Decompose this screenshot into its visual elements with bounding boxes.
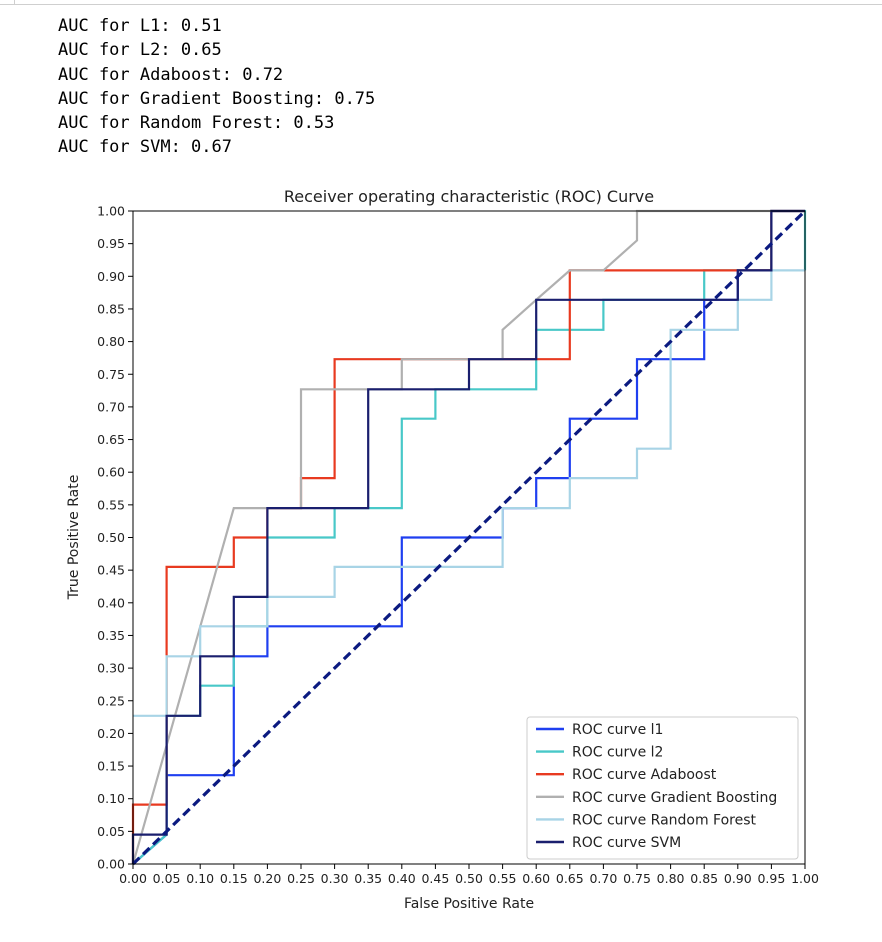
chart-title: Receiver operating characteristic (ROC) … [284, 187, 654, 206]
output-line-adaboost: AUC for Adaboost: 0.72 [58, 64, 284, 85]
x-tick-label: 0.00 [119, 871, 147, 886]
output-line-gradient-boosting: AUC for Gradient Boosting: 0.75 [58, 88, 376, 109]
series-line-roc-curve-adaboost [131, 209, 805, 864]
reference-diagonal-line [131, 209, 807, 866]
x-tick-label: 0.05 [153, 871, 181, 886]
y-tick-label: 0.50 [97, 530, 125, 545]
output-line-l2: AUC for L2: 0.65 [58, 40, 222, 61]
y-tick-label: 0.60 [97, 465, 125, 480]
x-tick-label: 1.00 [791, 871, 819, 886]
y-axis-label: True Positive Rate [66, 475, 82, 601]
y-tick-label: 0.05 [97, 824, 125, 839]
output-line-svm: AUC for SVM: 0.67 [58, 137, 232, 158]
y-tick-label: 0.90 [97, 269, 125, 284]
cell-output: AUC for L1: 0.51 AUC for L2: 0.65 AUC fo… [58, 14, 375, 160]
cell-border-tick [14, 0, 15, 5]
x-axis-ticks: 0.00 0.05 0.10 0.15 0.20 0.25 0.30 0.35 0.40 0.45… [119, 864, 819, 886]
legend-box [526, 716, 799, 860]
x-tick-label: 0.30 [321, 871, 349, 886]
legend-label-roc-curve-l1: ROC curve l1 [572, 722, 663, 738]
x-tick-label: 0.10 [186, 871, 214, 886]
legend: ROC curve l1 ROC curve l2 ROC curve Adaboo… [526, 716, 799, 860]
y-tick-label: 0.35 [97, 628, 125, 643]
legend-label-roc-curve-random-forest: ROC curve Random Forest [572, 812, 757, 828]
y-tick-label: 0.75 [97, 367, 125, 382]
y-tick-label: 0.95 [97, 236, 125, 251]
reference-line-layer [131, 209, 807, 866]
y-tick-label: 0.55 [97, 497, 125, 512]
y-tick-label: 1.00 [97, 204, 125, 219]
y-tick-label: 0.85 [97, 301, 125, 316]
x-tick-label: 0.20 [253, 871, 281, 886]
legend-label-roc-curve-l2: ROC curve l2 [572, 745, 663, 761]
legend-label-roc-curve-gradient-boosting: ROC curve Gradient Boosting [572, 790, 777, 806]
y-tick-label: 0.00 [97, 857, 125, 872]
output-line-l1: AUC for L1: 0.51 [58, 16, 222, 36]
x-tick-label: 0.15 [220, 871, 248, 886]
x-tick-label: 0.55 [489, 871, 517, 886]
x-tick-label: 0.85 [690, 871, 718, 886]
cell-border-line [0, 4, 882, 5]
y-tick-label: 0.25 [97, 693, 125, 708]
y-tick-label: 0.30 [97, 661, 125, 676]
y-tick-label: 0.70 [97, 399, 125, 414]
legend-label-roc-curve-svm: ROC curve SVM [572, 835, 681, 851]
x-tick-label: 0.95 [757, 871, 785, 886]
x-tick-label: 0.35 [354, 871, 382, 886]
series-line-roc-curve-random-forest [133, 269, 805, 717]
x-axis-label: False Positive Rate [404, 896, 534, 912]
roc-chart: Receiver operating characteristic (ROC) … [66, 187, 819, 912]
output-line-random-forest: AUC for Random Forest: 0.53 [58, 113, 335, 134]
x-tick-label: 0.70 [589, 871, 617, 886]
x-tick-label: 0.25 [287, 871, 315, 886]
x-tick-label: 0.75 [623, 871, 651, 886]
y-tick-label: 0.80 [97, 334, 125, 349]
y-tick-label: 0.10 [97, 791, 125, 806]
series-line-roc-curve-gradient-boosting [131, 209, 805, 865]
x-tick-label: 0.50 [455, 871, 483, 886]
cell-top-border [0, 0, 882, 6]
y-tick-label: 0.65 [97, 432, 125, 447]
x-tick-label: 0.45 [421, 871, 449, 886]
y-tick-label: 0.20 [97, 726, 125, 741]
x-tick-label: 0.60 [522, 871, 550, 886]
series-line-roc-curve-svm [131, 209, 805, 864]
y-tick-label: 0.40 [97, 595, 125, 610]
x-tick-label: 0.90 [724, 871, 752, 886]
x-tick-label: 0.65 [556, 871, 584, 886]
x-tick-label: 0.80 [657, 871, 685, 886]
y-tick-label: 0.45 [97, 563, 125, 578]
legend-label-roc-curve-adaboost: ROC curve Adaboost [572, 767, 717, 783]
x-tick-label: 0.40 [388, 871, 416, 886]
curve-layer [131, 209, 807, 865]
y-axis-ticks: 0.00 0.05 0.10 0.15 0.20 0.25 0.30 0.35 0.40 0.45… [97, 204, 133, 872]
y-tick-label: 0.15 [97, 759, 125, 774]
